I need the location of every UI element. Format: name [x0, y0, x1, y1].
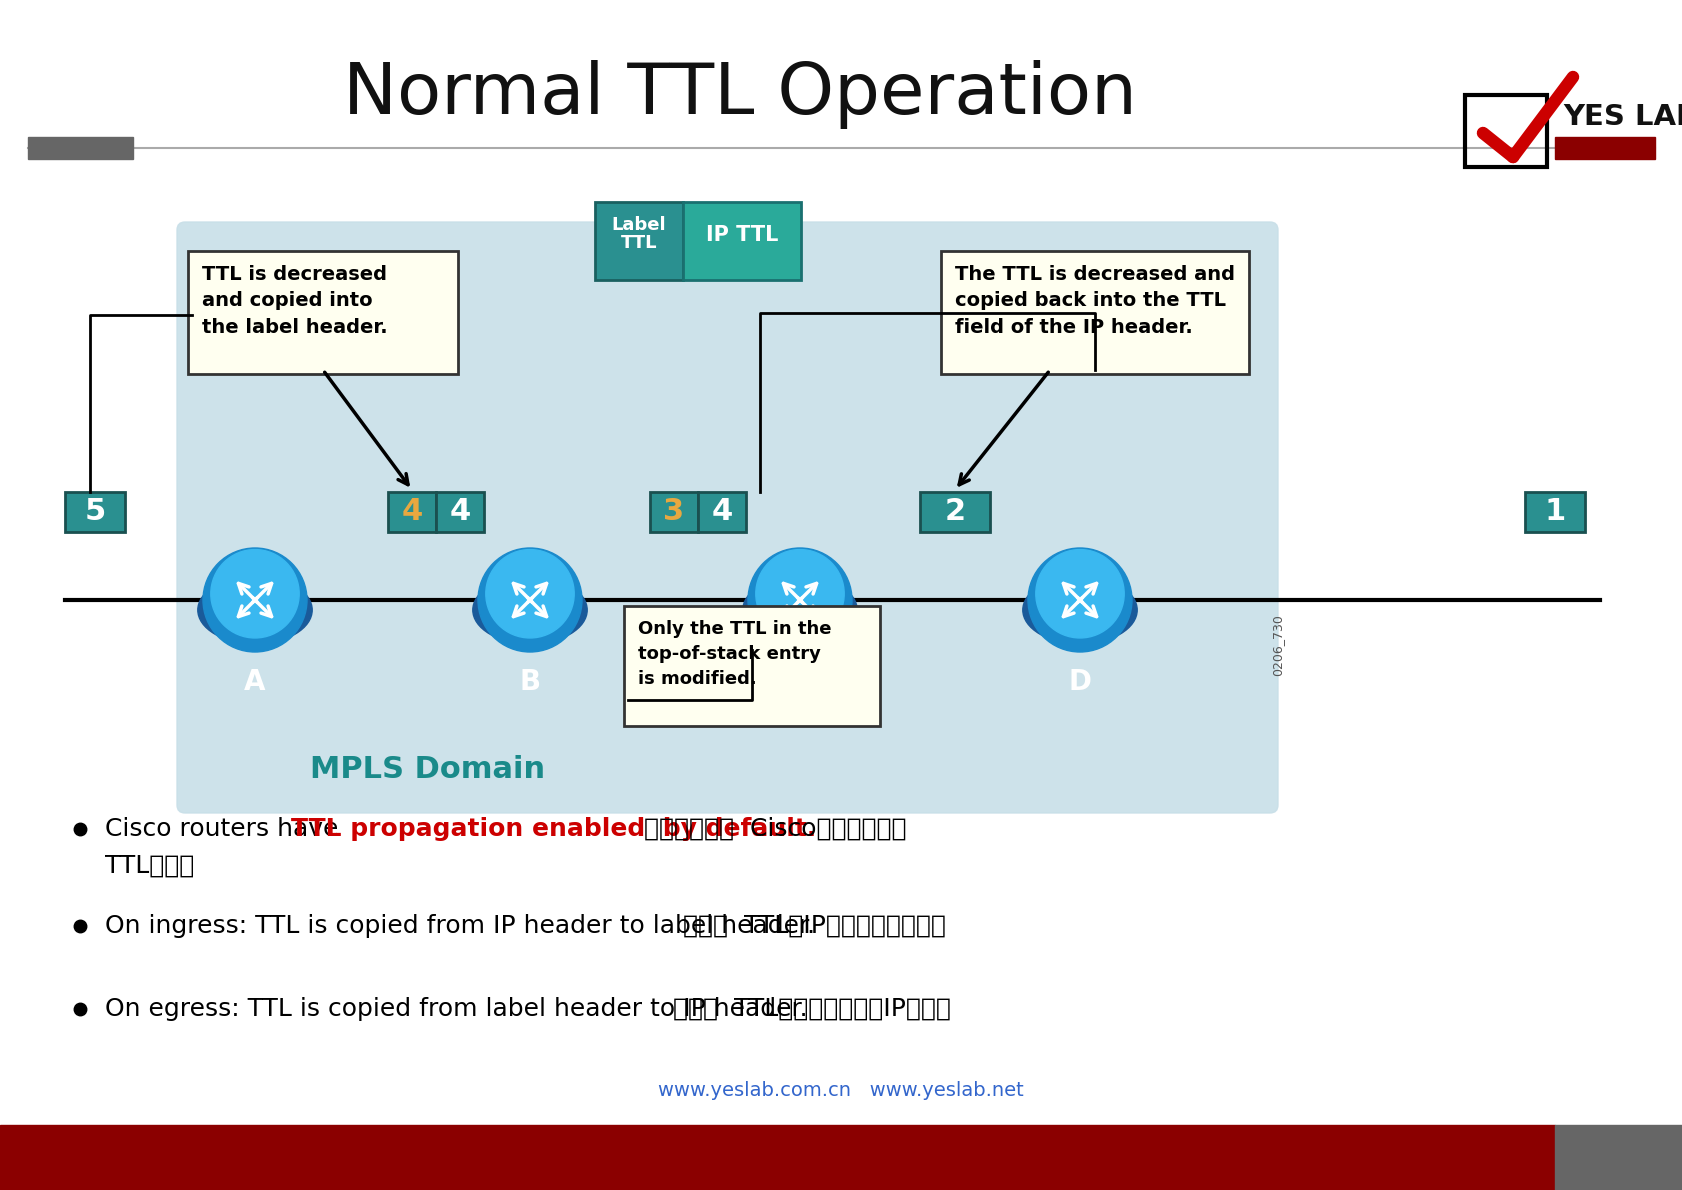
Circle shape: [1028, 549, 1132, 652]
Text: Only the TTL in the
top-of-stack entry
is modified.: Only the TTL in the top-of-stack entry i…: [637, 620, 831, 688]
Text: 出口：  TTL从标签头复制到IP报头。: 出口： TTL从标签头复制到IP报头。: [673, 997, 950, 1021]
FancyBboxPatch shape: [940, 251, 1248, 374]
Ellipse shape: [473, 576, 587, 644]
Circle shape: [204, 549, 306, 652]
Bar: [1554, 137, 1653, 159]
Text: 4: 4: [711, 497, 732, 526]
FancyBboxPatch shape: [436, 491, 484, 532]
Text: TTL: TTL: [621, 234, 658, 252]
FancyBboxPatch shape: [389, 491, 436, 532]
Text: 4: 4: [449, 497, 471, 526]
Text: C: C: [789, 668, 809, 696]
Text: www.yeslab.com.cn   www.yeslab.net: www.yeslab.com.cn www.yeslab.net: [658, 1081, 1023, 1100]
Circle shape: [210, 550, 299, 638]
Text: 4: 4: [400, 497, 422, 526]
Ellipse shape: [198, 576, 313, 644]
FancyBboxPatch shape: [920, 491, 989, 532]
FancyBboxPatch shape: [698, 491, 745, 532]
Circle shape: [1034, 550, 1124, 638]
Text: TTL propagation enabled  by default.: TTL propagation enabled by default.: [291, 818, 816, 841]
Text: The TTL is decreased and
copied back into the TTL
field of the IP header.: The TTL is decreased and copied back int…: [954, 265, 1235, 337]
Text: 5: 5: [84, 497, 106, 526]
Circle shape: [747, 549, 851, 652]
Text: TTL is decreased
and copied into
the label header.: TTL is decreased and copied into the lab…: [202, 265, 387, 337]
FancyBboxPatch shape: [595, 202, 683, 280]
Text: On egress: TTL is copied from label header to IP header.: On egress: TTL is copied from label head…: [104, 997, 822, 1021]
Text: 1: 1: [1544, 497, 1564, 526]
Bar: [0, 1125, 1554, 1190]
FancyBboxPatch shape: [177, 223, 1277, 813]
Ellipse shape: [742, 576, 856, 644]
Text: 3: 3: [663, 497, 685, 526]
Bar: [29, 137, 133, 159]
Text: TTL传播。: TTL传播。: [104, 854, 193, 878]
FancyBboxPatch shape: [683, 202, 801, 280]
Circle shape: [486, 550, 574, 638]
Circle shape: [755, 550, 844, 638]
Text: 默认情况下，  Cisco路由器启用了: 默认情况下， Cisco路由器启用了: [644, 818, 907, 841]
Circle shape: [478, 549, 582, 652]
FancyBboxPatch shape: [649, 491, 698, 532]
Text: 0206_730: 0206_730: [1270, 614, 1283, 676]
Text: MPLS Domain: MPLS Domain: [309, 756, 545, 784]
Ellipse shape: [1023, 576, 1137, 644]
FancyBboxPatch shape: [66, 491, 124, 532]
Text: Cisco routers have: Cisco routers have: [104, 818, 346, 841]
Text: Label: Label: [611, 217, 666, 234]
FancyBboxPatch shape: [188, 251, 458, 374]
Text: 2: 2: [944, 497, 965, 526]
Text: YES LAB: YES LAB: [1563, 104, 1682, 131]
Text: IP TTL: IP TTL: [705, 225, 777, 245]
Text: A: A: [244, 668, 266, 696]
Bar: [1463, 95, 1546, 167]
FancyBboxPatch shape: [1524, 491, 1584, 532]
Text: Normal TTL Operation: Normal TTL Operation: [343, 60, 1137, 129]
FancyBboxPatch shape: [624, 606, 880, 726]
Bar: [1554, 1125, 1682, 1190]
Text: On ingress: TTL is copied from IP header to label header.: On ingress: TTL is copied from IP header…: [104, 914, 831, 938]
Text: D: D: [1068, 668, 1092, 696]
Text: B: B: [520, 668, 540, 696]
Text: 入口：  TTL从IP头复制到标签头。: 入口： TTL从IP头复制到标签头。: [683, 914, 945, 938]
